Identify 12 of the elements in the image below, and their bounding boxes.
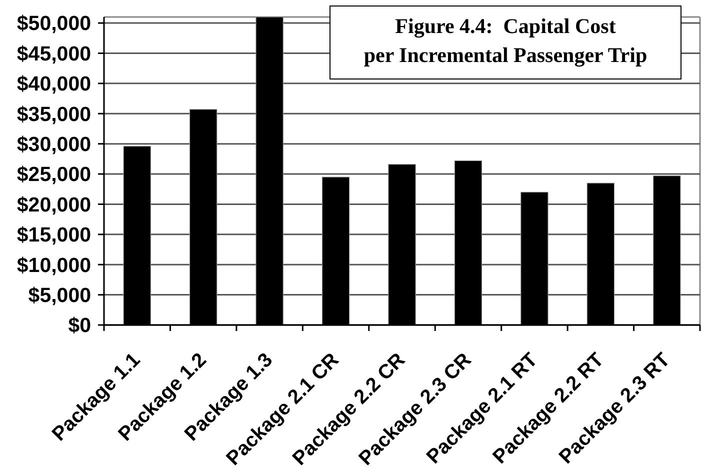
y-tick-label: $50,000 [16,12,91,36]
y-tick-label: $25,000 [16,163,91,186]
y-tick-label: $15,000 [16,224,91,247]
y-tick-label: $35,000 [16,102,91,126]
y-tick-label: $5,000 [28,284,91,307]
y-tick-label: $0 [68,314,91,338]
y-tick-label: $20,000 [16,193,91,216]
y-tick-label: $30,000 [16,133,91,156]
y-tick-label: $40,000 [16,72,91,96]
text: Figure 4.4: Capital Cost per Incremental Passenger Trip [364,14,648,67]
y-tick-label: $10,000 [16,254,91,277]
y-tick-label: $45,000 [16,42,91,66]
